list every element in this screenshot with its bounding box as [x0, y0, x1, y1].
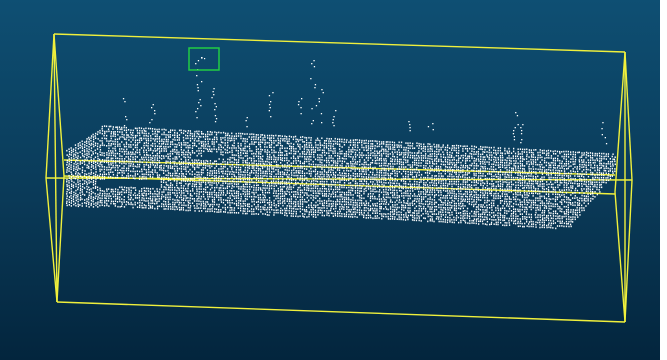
- bbox-left-diag-top: [45, 33, 55, 179]
- bbox-right-diag-top: [624, 51, 633, 181]
- bbox-left-inner-top: [53, 33, 65, 177]
- bbox-bottom-edge: [56, 301, 626, 323]
- bbox-right-diag-bottom: [624, 179, 633, 323]
- bbox-right-inner-top: [614, 51, 626, 193]
- selection-box[interactable]: [188, 47, 220, 71]
- bbox-left-diag-bottom: [45, 177, 58, 303]
- window-edge: [660, 0, 667, 360]
- bbox-top-edge: [53, 33, 626, 53]
- point-cloud: [66, 57, 616, 230]
- bbox-right-inner-bottom: [614, 191, 626, 323]
- bbox-left-edge: [53, 33, 58, 303]
- bbox-left-inner-bottom: [56, 175, 65, 303]
